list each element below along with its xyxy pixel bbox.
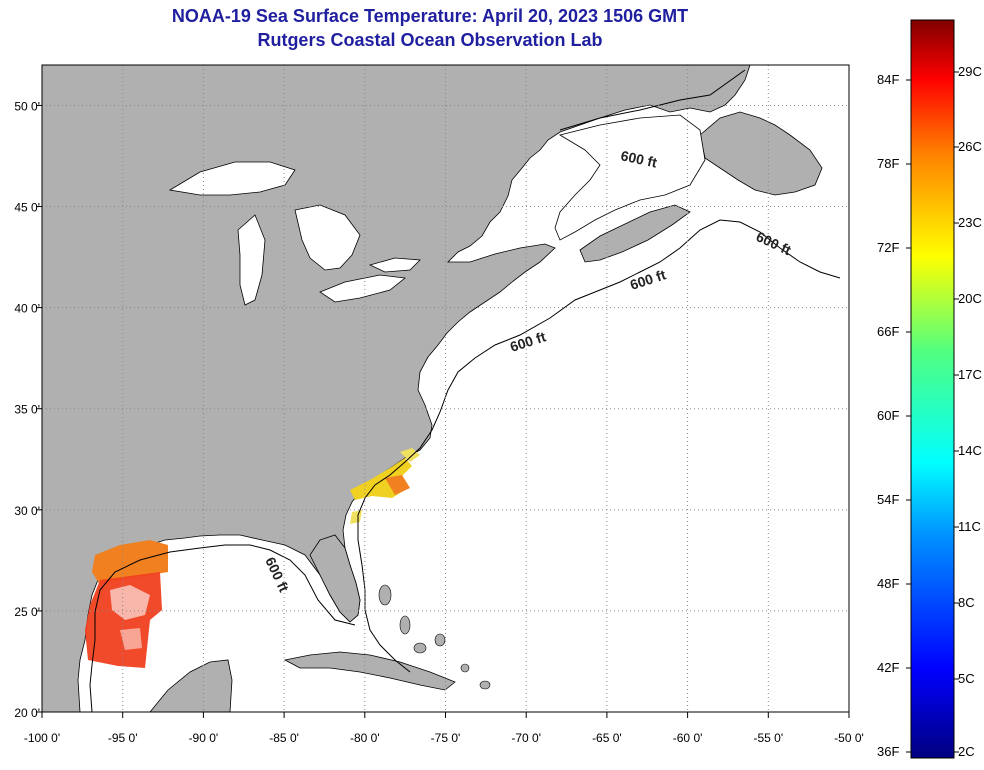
lon-tick-label: -50 0' bbox=[834, 731, 864, 745]
yucatan-land bbox=[149, 659, 233, 712]
colorbar-f-label: 42F bbox=[877, 660, 900, 675]
lon-tick-label: -90 0' bbox=[189, 731, 219, 745]
bahamas-islands bbox=[378, 584, 491, 690]
colorbar bbox=[910, 19, 955, 759]
colorbar-c-label: 2C bbox=[958, 744, 975, 759]
colorbar-c-label: 5C bbox=[958, 671, 975, 686]
lat-tick-label: 20 0' bbox=[14, 706, 40, 720]
map-subtitle: Rutgers Coastal Ocean Observation Lab bbox=[257, 30, 603, 50]
colorbar-ticks bbox=[906, 71, 959, 753]
latitude-axis: 50 0' 45 0' 40 0' 35 0' 30 0' 25 0' 20 0' bbox=[14, 99, 42, 720]
lon-tick-label: -75 0' bbox=[431, 731, 461, 745]
colorbar-c-label: 11C bbox=[958, 519, 981, 534]
lat-tick-label: 40 0' bbox=[14, 302, 40, 316]
lat-tick-label: 45 0' bbox=[14, 201, 40, 215]
sst-data-gulf bbox=[85, 540, 168, 668]
lon-tick-label: -60 0' bbox=[673, 731, 703, 745]
map-title: NOAA-19 Sea Surface Temperature: April 2… bbox=[171, 6, 689, 26]
colorbar-c-label: 20C bbox=[958, 291, 982, 306]
sst-data-carolinas bbox=[350, 448, 420, 524]
great-lakes bbox=[168, 161, 421, 306]
colorbar-c-label: 26C bbox=[958, 139, 982, 154]
newfoundland-land bbox=[699, 111, 823, 196]
lat-tick-label: 25 0' bbox=[14, 605, 40, 619]
colorbar-c-label: 23C bbox=[958, 215, 982, 230]
lon-tick-label: -95 0' bbox=[108, 731, 138, 745]
lon-tick-label: -100 0' bbox=[24, 731, 60, 745]
colorbar-f-label: 36F bbox=[877, 744, 900, 759]
colorbar-c-label: 17C bbox=[958, 367, 982, 382]
isobath-600ft-north bbox=[559, 69, 746, 131]
colorbar-f-label: 54F bbox=[877, 492, 900, 507]
lat-tick-label: 30 0' bbox=[14, 504, 40, 518]
colorbar-f-label: 66F bbox=[877, 324, 900, 339]
north-america-land bbox=[42, 65, 751, 712]
cuba-land bbox=[283, 651, 456, 691]
lon-tick-label: -70 0' bbox=[511, 731, 541, 745]
lon-tick-label: -85 0' bbox=[269, 731, 299, 745]
lat-tick-label: 50 0' bbox=[14, 99, 40, 113]
graticule bbox=[42, 65, 849, 712]
colorbar-c-label: 29C bbox=[958, 64, 982, 79]
colorbar-c-label: 8C bbox=[958, 595, 975, 610]
colorbar-f-label: 48F bbox=[877, 576, 900, 591]
colorbar-f-label: 72F bbox=[877, 240, 900, 255]
colorbar-f-label: 78F bbox=[877, 156, 900, 171]
nova-scotia-land bbox=[579, 204, 691, 263]
lon-tick-label: -55 0' bbox=[753, 731, 783, 745]
colorbar-c-label: 14C bbox=[958, 443, 982, 458]
isobath-600ft bbox=[89, 219, 841, 712]
longitude-axis: -100 0' -95 0' -90 0' -85 0' -80 0' -75 0' -70… bbox=[24, 712, 864, 745]
contour-label: 600 ft bbox=[619, 147, 658, 170]
gulf-st-lawrence bbox=[554, 114, 706, 241]
lat-tick-label: 35 0' bbox=[14, 403, 40, 417]
colorbar-f-label: 60F bbox=[877, 408, 900, 423]
lon-tick-label: -65 0' bbox=[592, 731, 622, 745]
colorbar-f-label: 84F bbox=[877, 72, 900, 87]
florida-peninsula bbox=[309, 534, 361, 623]
lon-tick-label: -80 0' bbox=[350, 731, 380, 745]
